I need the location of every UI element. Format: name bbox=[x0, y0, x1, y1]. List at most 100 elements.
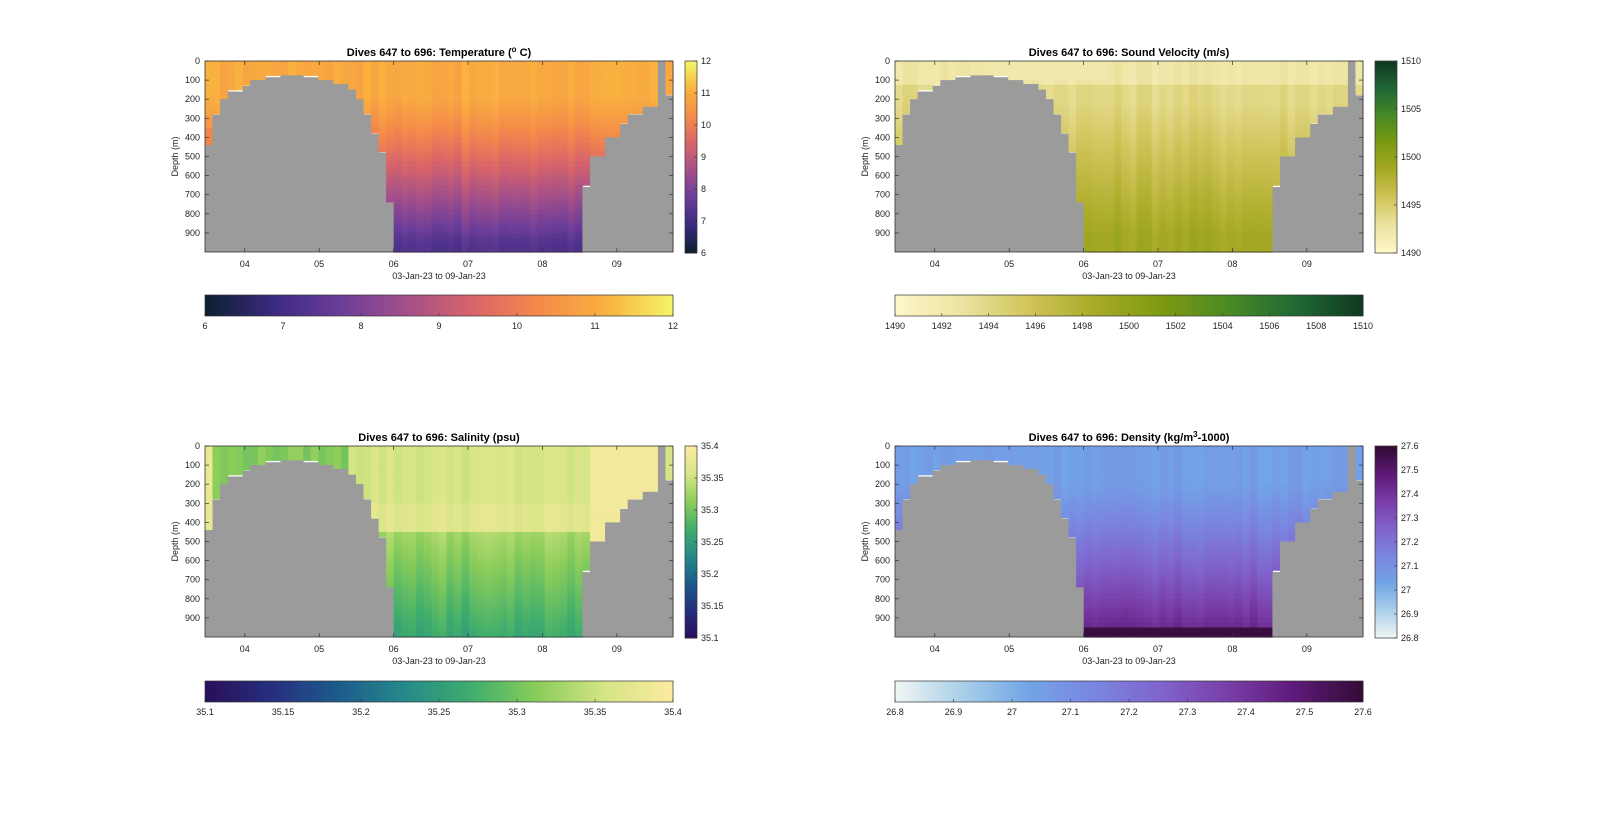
data-cell bbox=[506, 446, 516, 452]
data-cell bbox=[1234, 70, 1243, 76]
data-cell bbox=[589, 455, 599, 461]
data-cell bbox=[1098, 185, 1107, 191]
data-cell bbox=[514, 527, 523, 533]
colorbar-swatch bbox=[528, 295, 534, 316]
data-cell bbox=[529, 242, 538, 248]
data-cell bbox=[303, 455, 312, 461]
data-cell bbox=[469, 185, 478, 191]
data-cell bbox=[491, 94, 500, 100]
data-cell bbox=[431, 70, 440, 76]
data-cell bbox=[574, 594, 584, 600]
data-cell bbox=[416, 108, 425, 115]
colorbar-tick-label: 35.2 bbox=[701, 569, 719, 579]
data-cell bbox=[386, 189, 395, 196]
y-axis-label: Depth (m) bbox=[170, 136, 180, 176]
x-tick-label: 05 bbox=[1004, 259, 1014, 269]
colorbar-swatch bbox=[1375, 192, 1397, 196]
data-cell bbox=[902, 94, 911, 100]
data-cell bbox=[484, 608, 493, 614]
data-cell bbox=[1083, 194, 1092, 201]
data-cell bbox=[544, 574, 553, 581]
data-cell bbox=[917, 65, 926, 72]
colorbar-swatch bbox=[216, 295, 222, 316]
data-cell bbox=[469, 565, 478, 571]
colorbar-swatch bbox=[685, 612, 697, 617]
data-cell bbox=[1227, 146, 1236, 153]
data-cell bbox=[469, 175, 478, 181]
data-cell bbox=[506, 455, 516, 461]
colorbar-swatch bbox=[902, 295, 908, 316]
data-cell bbox=[544, 242, 553, 248]
data-cell bbox=[212, 493, 221, 500]
data-cell bbox=[552, 465, 561, 471]
data-cell bbox=[1045, 94, 1055, 100]
data-cell bbox=[1061, 70, 1070, 76]
data-cell bbox=[469, 484, 478, 490]
colorbar-swatch bbox=[1347, 295, 1352, 316]
data-cell bbox=[506, 589, 516, 595]
colorbar-swatch bbox=[1008, 295, 1013, 316]
data-cell bbox=[1181, 204, 1190, 210]
data-cell bbox=[393, 541, 402, 547]
data-cell bbox=[461, 603, 470, 609]
data-cell bbox=[589, 137, 599, 143]
data-cell bbox=[439, 146, 448, 153]
data-cell bbox=[423, 170, 433, 177]
data-cell bbox=[280, 65, 289, 72]
data-cell bbox=[461, 541, 470, 547]
data-cell bbox=[348, 450, 357, 457]
data-cell bbox=[469, 589, 478, 595]
colorbar-tick-label: 1500 bbox=[1119, 321, 1139, 331]
data-cell bbox=[1204, 103, 1213, 110]
data-cell bbox=[423, 142, 433, 148]
data-cell bbox=[439, 536, 448, 543]
data-cell bbox=[378, 108, 387, 115]
x-tick-label: 05 bbox=[314, 644, 324, 654]
data-cell bbox=[1151, 175, 1160, 181]
colorbar-swatch bbox=[1234, 295, 1239, 316]
data-cell bbox=[620, 94, 629, 100]
data-cell bbox=[552, 142, 561, 148]
colorbar-swatch bbox=[513, 681, 518, 702]
data-cell bbox=[423, 465, 433, 471]
colorbar-swatch bbox=[685, 150, 697, 155]
colorbar-swatch bbox=[685, 233, 697, 238]
data-cell bbox=[1083, 84, 1092, 91]
data-cell bbox=[469, 579, 478, 586]
data-cell bbox=[895, 488, 904, 495]
data-cell bbox=[559, 632, 568, 638]
colorbar-swatch bbox=[1144, 295, 1149, 316]
data-cell bbox=[454, 132, 463, 139]
data-cell bbox=[401, 61, 410, 67]
data-cell bbox=[552, 166, 561, 172]
data-cell bbox=[605, 460, 614, 466]
colorbar-swatch bbox=[236, 681, 241, 702]
data-cell bbox=[265, 455, 274, 461]
colorbar-swatch bbox=[310, 295, 315, 316]
data-cell bbox=[393, 223, 402, 229]
data-cell bbox=[295, 455, 304, 461]
colorbar-swatch bbox=[1375, 86, 1397, 91]
data-cell bbox=[484, 242, 493, 248]
data-cell bbox=[423, 127, 433, 134]
data-cell bbox=[627, 446, 636, 452]
data-cell bbox=[1181, 142, 1190, 148]
data-cell bbox=[491, 113, 500, 119]
data-cell bbox=[408, 223, 417, 229]
data-cell bbox=[537, 161, 546, 167]
colorbar-swatch bbox=[368, 295, 374, 316]
data-cell bbox=[612, 123, 621, 129]
data-cell bbox=[1174, 189, 1183, 196]
data-cell bbox=[363, 469, 372, 476]
data-cell bbox=[454, 493, 463, 500]
data-cell bbox=[1227, 113, 1236, 119]
data-cell bbox=[1136, 185, 1145, 191]
data-cell bbox=[529, 94, 538, 100]
data-cell bbox=[1196, 185, 1206, 191]
data-cell bbox=[1144, 218, 1153, 224]
data-cell bbox=[567, 137, 576, 143]
colorbar-swatch bbox=[685, 185, 697, 190]
colorbar-swatch bbox=[396, 295, 401, 316]
data-cell bbox=[605, 469, 614, 476]
